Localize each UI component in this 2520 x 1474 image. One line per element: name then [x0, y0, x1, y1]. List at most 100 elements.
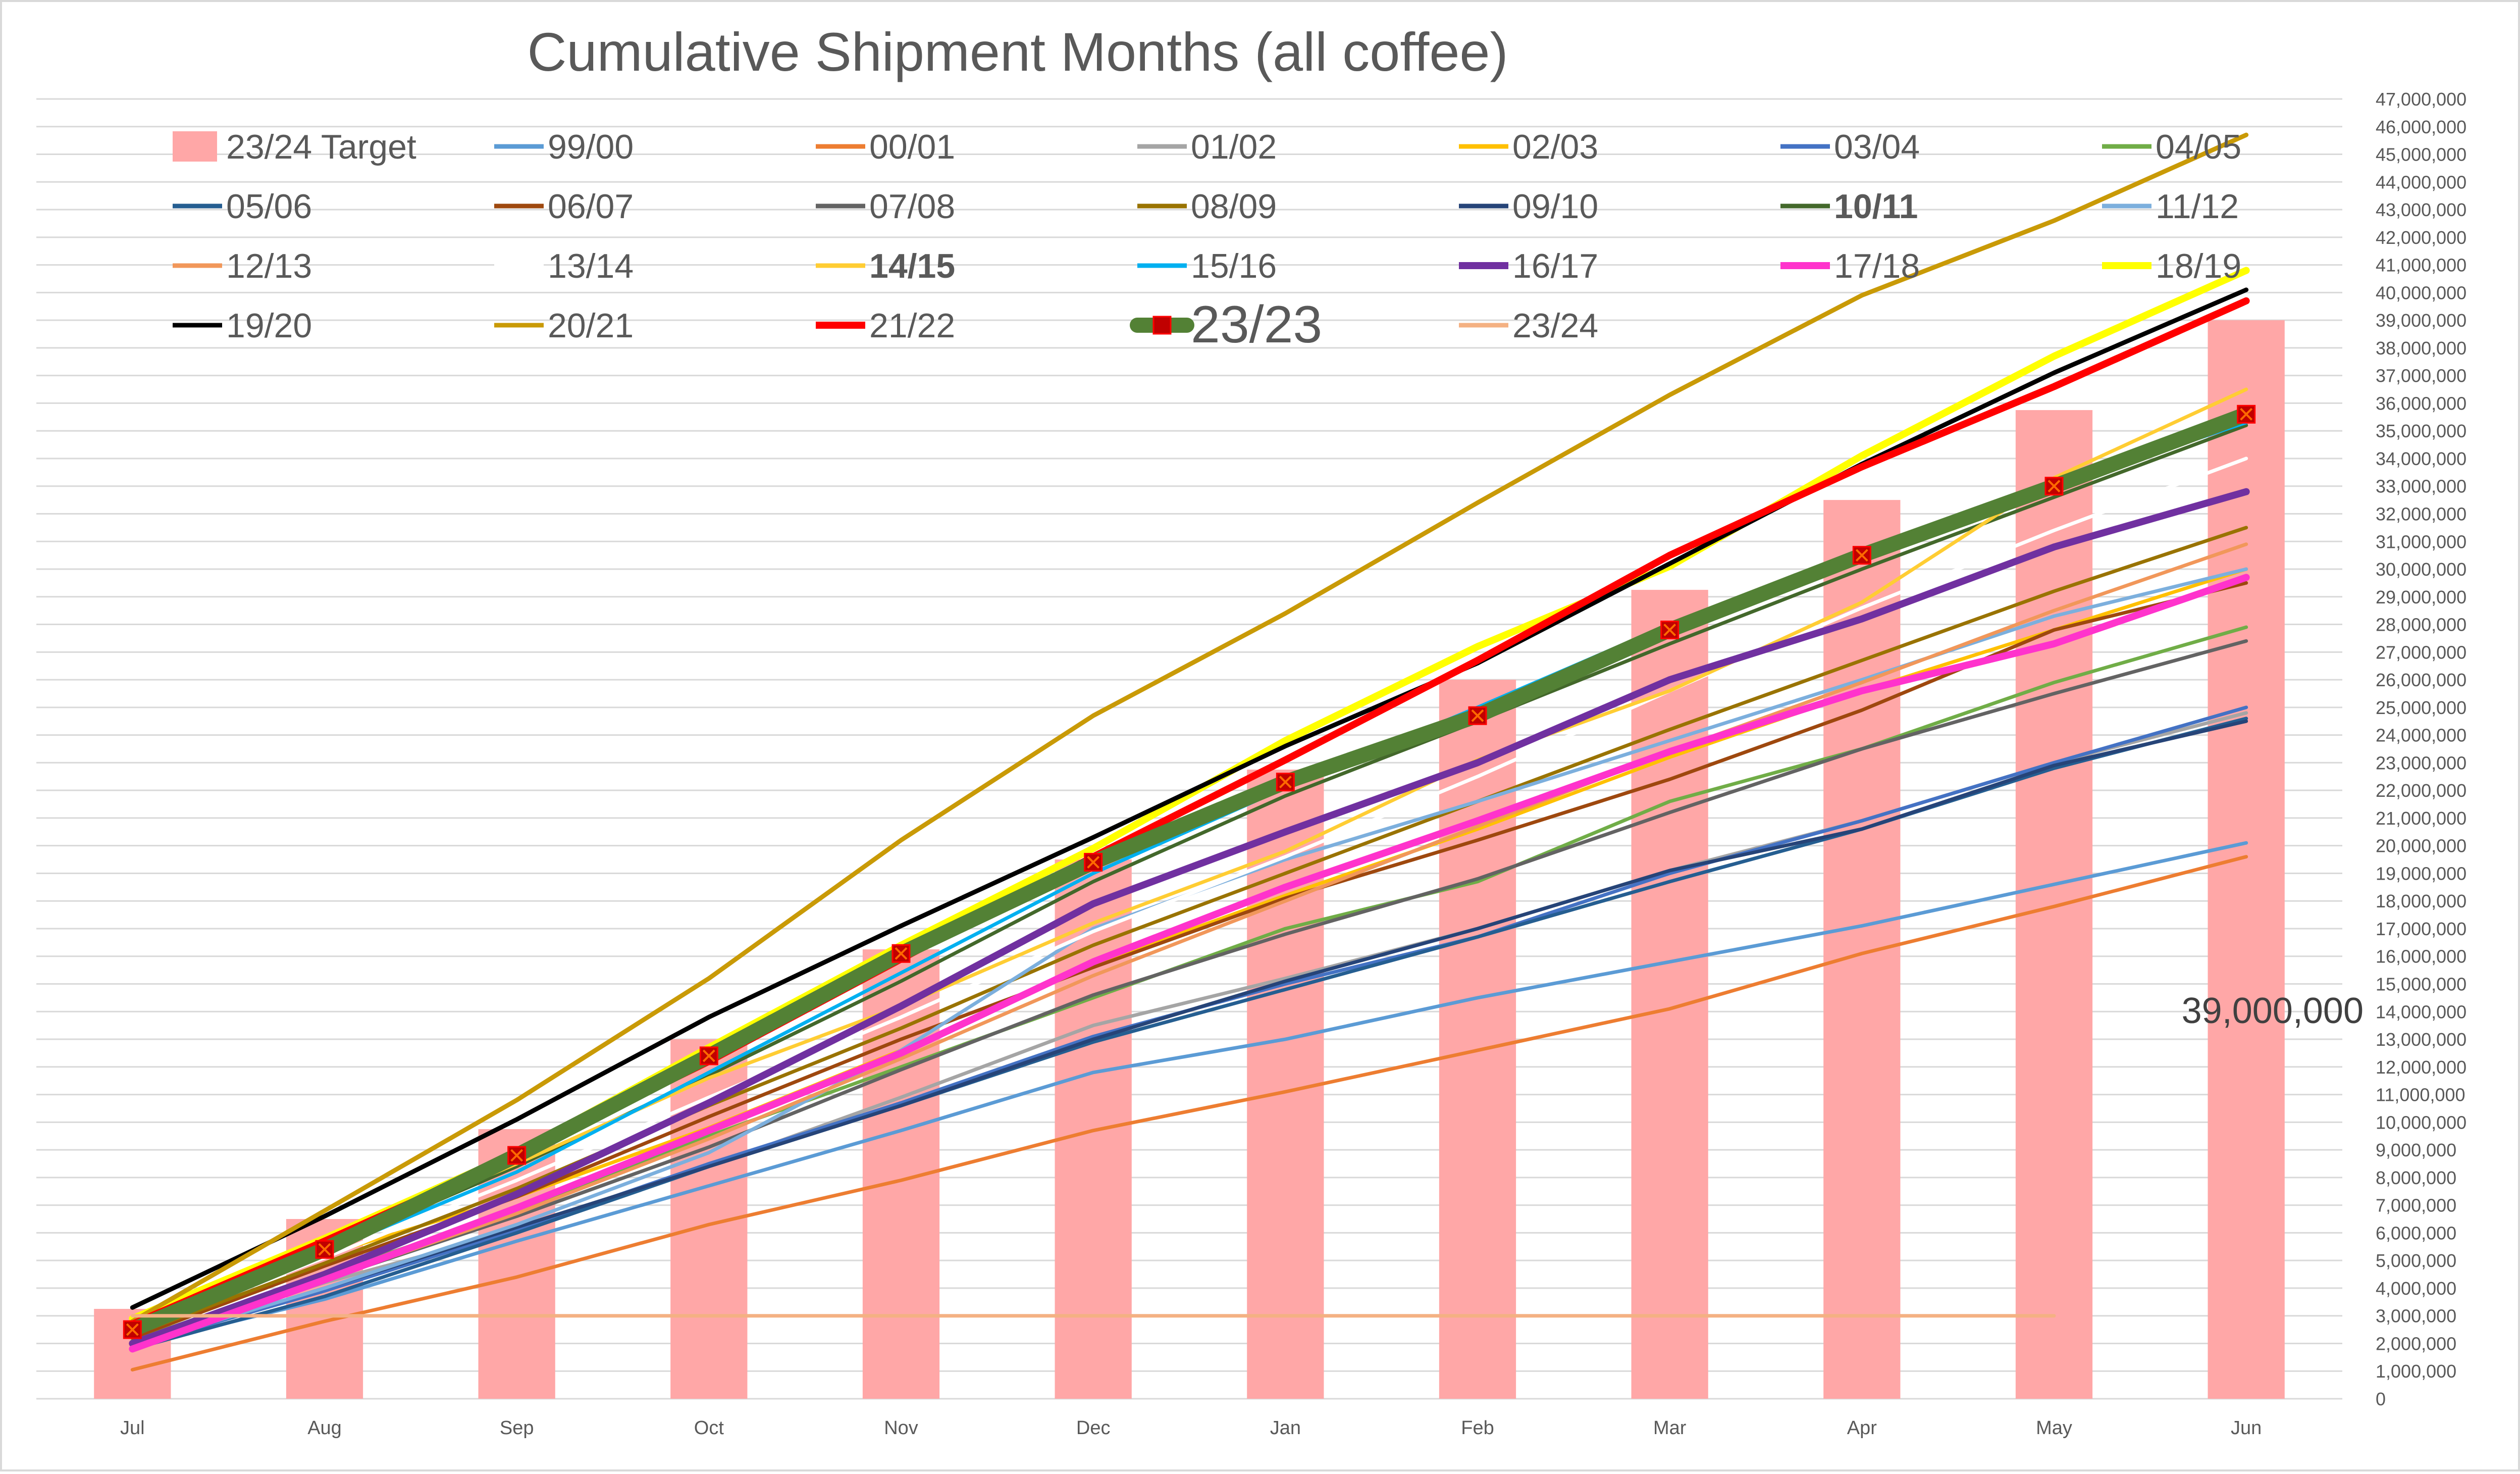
y-tick-label: 17,000,000	[2376, 919, 2466, 939]
legend-label: 05/06	[226, 187, 312, 226]
y-tick-label: 24,000,000	[2376, 725, 2466, 746]
series-line	[130, 526, 2248, 1337]
y-tick-label: 8,000,000	[2376, 1167, 2456, 1188]
y-tick-label: 23,000,000	[2376, 752, 2466, 773]
legend-label: 02/03	[1512, 128, 1598, 166]
y-tick-label: 47,000,000	[2376, 89, 2466, 110]
y-tick-label: 6,000,000	[2376, 1223, 2456, 1243]
y-tick-label: 28,000,000	[2376, 615, 2466, 635]
series-line	[130, 132, 2249, 1324]
legend-label: 08/09	[1191, 187, 1277, 226]
y-tick-label: 1,000,000	[2376, 1361, 2456, 1382]
y-tick-label: 27,000,000	[2376, 642, 2466, 663]
series-marker-cross	[1279, 776, 1292, 789]
y-tick-label: 14,000,000	[2376, 1001, 2466, 1022]
legend-label: 16/17	[1512, 247, 1598, 285]
y-tick-label: 10,000,000	[2376, 1112, 2466, 1133]
y-tick-label: 42,000,000	[2376, 227, 2466, 248]
y-tick-label: 38,000,000	[2376, 338, 2466, 359]
target-bars	[94, 320, 2285, 1399]
y-tick-label: 12,000,000	[2376, 1057, 2466, 1078]
y-tick-label: 2,000,000	[2376, 1333, 2456, 1354]
legend-label: 17/18	[1834, 247, 1920, 285]
series-line	[125, 406, 2254, 1338]
series-marker-cross	[1471, 709, 1484, 722]
y-tick-label: 9,000,000	[2376, 1140, 2456, 1160]
series-line	[130, 855, 2248, 1371]
target-bar	[2208, 320, 2285, 1399]
y-tick-label: 0	[2376, 1389, 2386, 1409]
y-tick-label: 44,000,000	[2376, 172, 2466, 192]
legend-label: 23/24 Target	[226, 128, 416, 166]
legend-label: 03/04	[1834, 128, 1920, 166]
x-tick-label: Mar	[1653, 1417, 1687, 1439]
legend-label: 19/20	[226, 307, 312, 345]
series-marker-cross	[510, 1149, 523, 1162]
legend-label: 21/22	[869, 307, 955, 345]
legend-label: 20/21	[548, 307, 634, 345]
y-tick-label: 39,000,000	[2376, 310, 2466, 331]
legend-label: 99/00	[548, 128, 634, 166]
y-tick-label: 26,000,000	[2376, 670, 2466, 690]
series-marker-cross	[1087, 856, 1100, 869]
target-bar	[1631, 590, 1708, 1399]
x-tick-label: Jul	[120, 1417, 145, 1439]
y-tick-label: 40,000,000	[2376, 282, 2466, 303]
series-line	[130, 542, 2248, 1345]
x-axis-tick-labels: Jul Aug Sep Oct Nov Dec Jan Feb Mar Apr May Jun	[120, 1417, 2262, 1439]
target-bar	[1823, 500, 1901, 1399]
y-tick-label: 41,000,000	[2376, 255, 2466, 276]
x-tick-label: Aug	[307, 1417, 342, 1439]
legend-label: 18/19	[2156, 247, 2241, 285]
y-tick-label: 3,000,000	[2376, 1306, 2456, 1327]
y-tick-label: 4,000,000	[2376, 1278, 2456, 1299]
y-tick-label: 20,000,000	[2376, 836, 2466, 856]
y-tick-label: 11,000,000	[2376, 1085, 2465, 1105]
legend-label: 00/01	[869, 128, 955, 166]
y-tick-label: 37,000,000	[2376, 366, 2466, 386]
y-tick-label: 29,000,000	[2376, 587, 2466, 607]
chart-title: Cumulative Shipment Months (all coffee)	[528, 21, 1508, 82]
series-marker-cross	[1663, 624, 1676, 636]
y-axis-tick-labels: 0 1,000,000 2,000,000 3,000,000 4,000,000 5,0…	[2376, 89, 2466, 1409]
series-line	[130, 639, 2248, 1345]
series-line	[130, 287, 2249, 1310]
series-marker-cross	[2048, 480, 2061, 493]
series-marker-cross	[126, 1323, 139, 1336]
series-marker-cross	[895, 947, 908, 960]
y-tick-label: 43,000,000	[2376, 199, 2466, 220]
y-tick-label: 5,000,000	[2376, 1250, 2456, 1271]
y-tick-label: 18,000,000	[2376, 891, 2466, 911]
y-tick-label: 33,000,000	[2376, 476, 2466, 497]
series-line	[129, 488, 2250, 1347]
y-tick-label: 45,000,000	[2376, 144, 2466, 165]
y-tick-label: 7,000,000	[2376, 1195, 2456, 1216]
y-tick-label: 30,000,000	[2376, 559, 2466, 580]
y-tick-label: 15,000,000	[2376, 974, 2466, 995]
legend-label: 10/11	[1834, 187, 1918, 226]
legend-label: 15/16	[1191, 247, 1277, 285]
legend-label: 14/15	[869, 247, 955, 285]
legend-label: 09/10	[1512, 187, 1598, 226]
legend-label: 11/12	[2156, 187, 2239, 226]
y-tick-label: 34,000,000	[2376, 448, 2466, 469]
y-tick-label: 22,000,000	[2376, 780, 2466, 801]
y-tick-label: 46,000,000	[2376, 117, 2466, 137]
series-lines	[125, 132, 2254, 1371]
x-tick-label: Nov	[884, 1417, 918, 1439]
legend-label: 01/02	[1191, 128, 1277, 166]
y-tick-label: 25,000,000	[2376, 697, 2466, 718]
series-marker-cross	[2240, 408, 2253, 421]
y-tick-label: 16,000,000	[2376, 946, 2466, 967]
x-tick-label: Feb	[1461, 1417, 1494, 1439]
series-line	[130, 423, 2248, 1329]
series-marker-cross	[318, 1243, 331, 1256]
x-tick-label: Jan	[1270, 1417, 1301, 1439]
gridlines	[36, 98, 2342, 1400]
legend-label: 23/23	[1191, 295, 1322, 354]
legend-label: 07/08	[869, 187, 955, 226]
legend-swatch	[173, 131, 217, 162]
y-tick-label: 35,000,000	[2376, 421, 2466, 441]
